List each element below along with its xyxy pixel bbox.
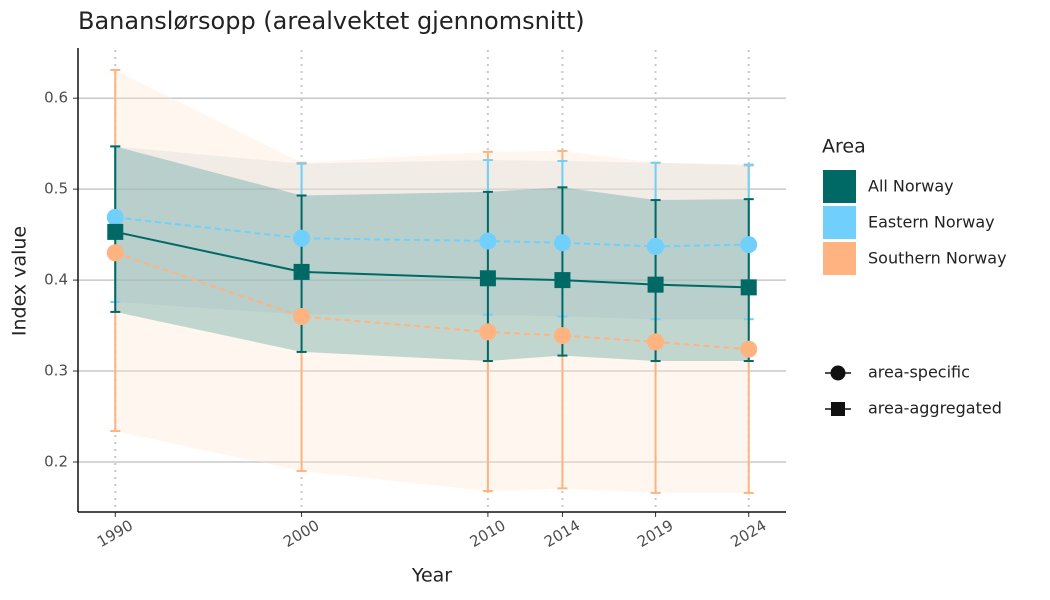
point [479,232,497,250]
point [740,236,758,254]
legend-swatch [823,242,856,275]
legend-label: All Norway [868,177,954,196]
point [553,234,571,252]
point [647,237,665,255]
point [293,229,311,247]
y-tick-label: 0.3 [44,362,68,380]
legend-label: area-specific [868,363,970,382]
x-tick-label: 2010 [467,516,509,551]
y-tick-label: 0.2 [44,452,68,470]
point [740,279,757,296]
point [647,333,665,351]
ribbon [115,146,749,320]
point [293,307,311,325]
legend-title: Area [822,136,866,158]
x-tick-label: 2000 [280,516,322,551]
legend-label: Eastern Norway [868,213,995,232]
legend-swatch [823,206,856,239]
point [647,276,664,293]
x-tick-label: 2024 [727,516,769,551]
ribbon [115,70,749,493]
legend-key-shape [830,365,846,381]
point [293,263,310,280]
point [554,272,571,289]
point [479,323,497,341]
point [740,340,758,358]
x-tick-label: 1990 [94,516,136,551]
y-axis-label: Index value [9,226,31,336]
legend-label: area-aggregated [868,399,1002,418]
point [107,223,124,240]
series-line [115,216,749,248]
y-tick-label: 0.4 [44,271,68,289]
series-line [115,230,749,289]
ribbon [115,146,749,362]
y-tick-label: 0.6 [44,89,68,107]
chart-title: Bananslørsopp (arealvektet gjennomsnitt) [78,7,585,35]
y-tick-label: 0.5 [44,180,68,198]
series-line [114,251,749,351]
legend-swatch [823,170,856,203]
point [106,244,124,262]
point [479,270,496,287]
x-tick-label: 2014 [541,516,583,551]
x-tick-label: 2019 [634,516,676,551]
point [106,208,124,226]
legend-key-shape [831,402,845,416]
x-axis-label: Year [411,565,452,587]
point [553,327,571,345]
legend-label: Southern Norway [868,249,1007,268]
